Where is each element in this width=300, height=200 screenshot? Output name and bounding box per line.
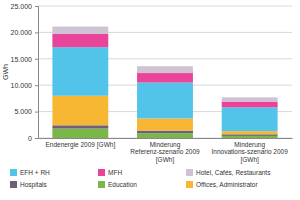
label-line: [GWh] [240,156,259,164]
legend-item: MFH [98,169,122,176]
tick-mark [35,138,38,139]
tick-mark [35,85,38,86]
bar [222,107,278,131]
grid [38,6,292,138]
legend: EFH + RH MFH Hotel, Cafés, Restaurants Hosp… [10,169,271,189]
tick-mark [35,6,38,7]
y-axis: 0 5.000 10.000 15.000 20.000 25.000 [11,3,39,142]
bar [222,131,278,134]
chart: 0 5.000 10.000 15.000 20.000 25.000 Endenergie… [0,0,300,200]
bar [222,102,278,108]
tick: 25.000 [11,3,38,10]
bar [137,133,193,138]
bar [52,125,108,128]
tick-label: 25.000 [11,3,33,10]
series [52,34,277,107]
tick-label: 5.000 [14,108,32,115]
plot: 0 5.000 10.000 15.000 20.000 25.000 Endenergie… [11,3,293,164]
tick-mark [35,112,38,113]
tick: 0 [28,135,38,142]
bar [137,118,193,130]
grid-line [38,6,292,7]
axis-line [39,138,293,139]
bar [52,128,108,138]
tick-label: 20.000 [11,29,33,36]
series [52,47,277,131]
bar [222,134,278,136]
axis-title: GWh [2,64,9,80]
bar [52,47,108,96]
legend-label: Hospitals [20,181,47,189]
axis-line [35,7,39,139]
x-axis [39,138,293,139]
tick: 15.000 [11,56,38,63]
tick-label: MinderungInnovations-szenario 2009[GWh] [212,141,289,164]
tick-label: Endenergie 2009 [GWh] [45,141,115,149]
legend-item: Hotel, Cafés, Restaurants [186,169,271,176]
tick: 10.000 [11,82,38,89]
legend-label: Offices, Administrator [196,181,258,188]
legend-swatch [98,169,105,176]
legend-swatch [98,181,105,188]
tick-label: 0 [28,135,32,142]
series [52,27,277,102]
legend-label: Education [108,181,137,188]
bar [52,27,108,34]
label-line: Referenz-szenario 2009 [130,148,200,155]
bar [137,83,193,119]
legend-item: Hospitals [10,181,47,189]
label-line: Innovations-szenario 2009 [212,148,289,155]
legend-label: Hotel, Cafés, Restaurants [196,169,271,176]
legend-swatch [186,181,193,188]
bar [137,131,193,134]
tick-label: 10.000 [11,82,33,89]
tick: 20.000 [11,29,38,36]
bars [52,27,277,138]
bar [52,34,108,47]
legend-item: EFH + RH [10,169,50,176]
tick-label: MinderungReferenz-szenario 2009[GWh] [130,141,200,164]
legend-swatch [186,169,193,176]
tick-mark [35,59,38,60]
tick: 5.000 [14,108,38,115]
x-labels: Endenergie 2009 [GWh] MinderungReferenz-s… [45,141,288,164]
legend-item: Offices, Administrator [186,181,258,188]
bar [137,73,193,83]
legend-swatch [10,181,17,188]
bar [222,136,278,138]
bar [222,97,278,101]
bar [52,96,108,126]
tick-label: 15.000 [11,56,33,63]
legend-swatch [10,169,17,176]
bar [137,66,193,73]
label-line: [GWh] [156,156,175,164]
legend-item: Education [98,181,137,188]
legend-label: EFH + RH [20,169,50,176]
label-line: Endenergie 2009 [GWh] [45,141,115,149]
legend-label: MFH [108,169,122,176]
tick-mark [35,32,38,33]
